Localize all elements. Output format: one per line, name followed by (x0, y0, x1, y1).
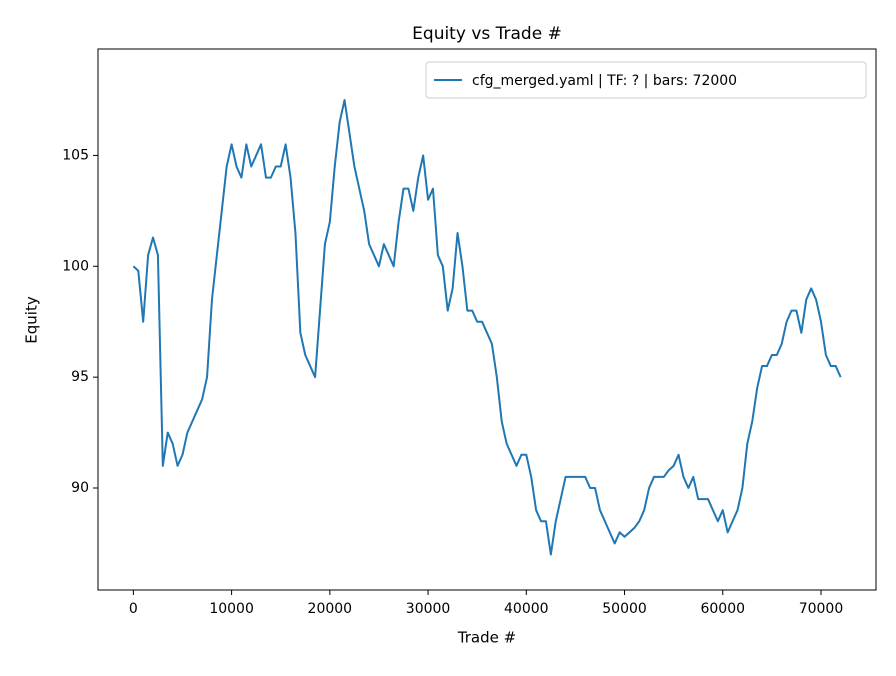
x-axis-label: Trade # (457, 629, 516, 647)
x-tick-label: 0 (129, 601, 138, 617)
legend-box (425, 61, 867, 99)
y-tick-label: 95 (71, 369, 89, 385)
y-axis-label: Equity (23, 296, 41, 344)
line-series (132, 99, 842, 556)
plot-frame (97, 48, 877, 591)
x-tick-label: 10000 (209, 601, 254, 617)
y-tick-label: 100 (62, 258, 89, 274)
chart-title: Equity vs Trade # (412, 24, 562, 44)
y-tick-label: 105 (62, 147, 89, 163)
y-tick-label: 90 (71, 480, 89, 496)
x-tick-label: 50000 (602, 601, 647, 617)
x-tick-label: 60000 (700, 601, 745, 617)
x-tick-label: 70000 (799, 601, 844, 617)
x-tick-label: 30000 (406, 601, 451, 617)
x-tick-label: 40000 (504, 601, 549, 617)
x-tick-label: 20000 (308, 601, 353, 617)
legend-label: cfg_merged.yaml | TF: ? | bars: 72000 (472, 73, 737, 89)
